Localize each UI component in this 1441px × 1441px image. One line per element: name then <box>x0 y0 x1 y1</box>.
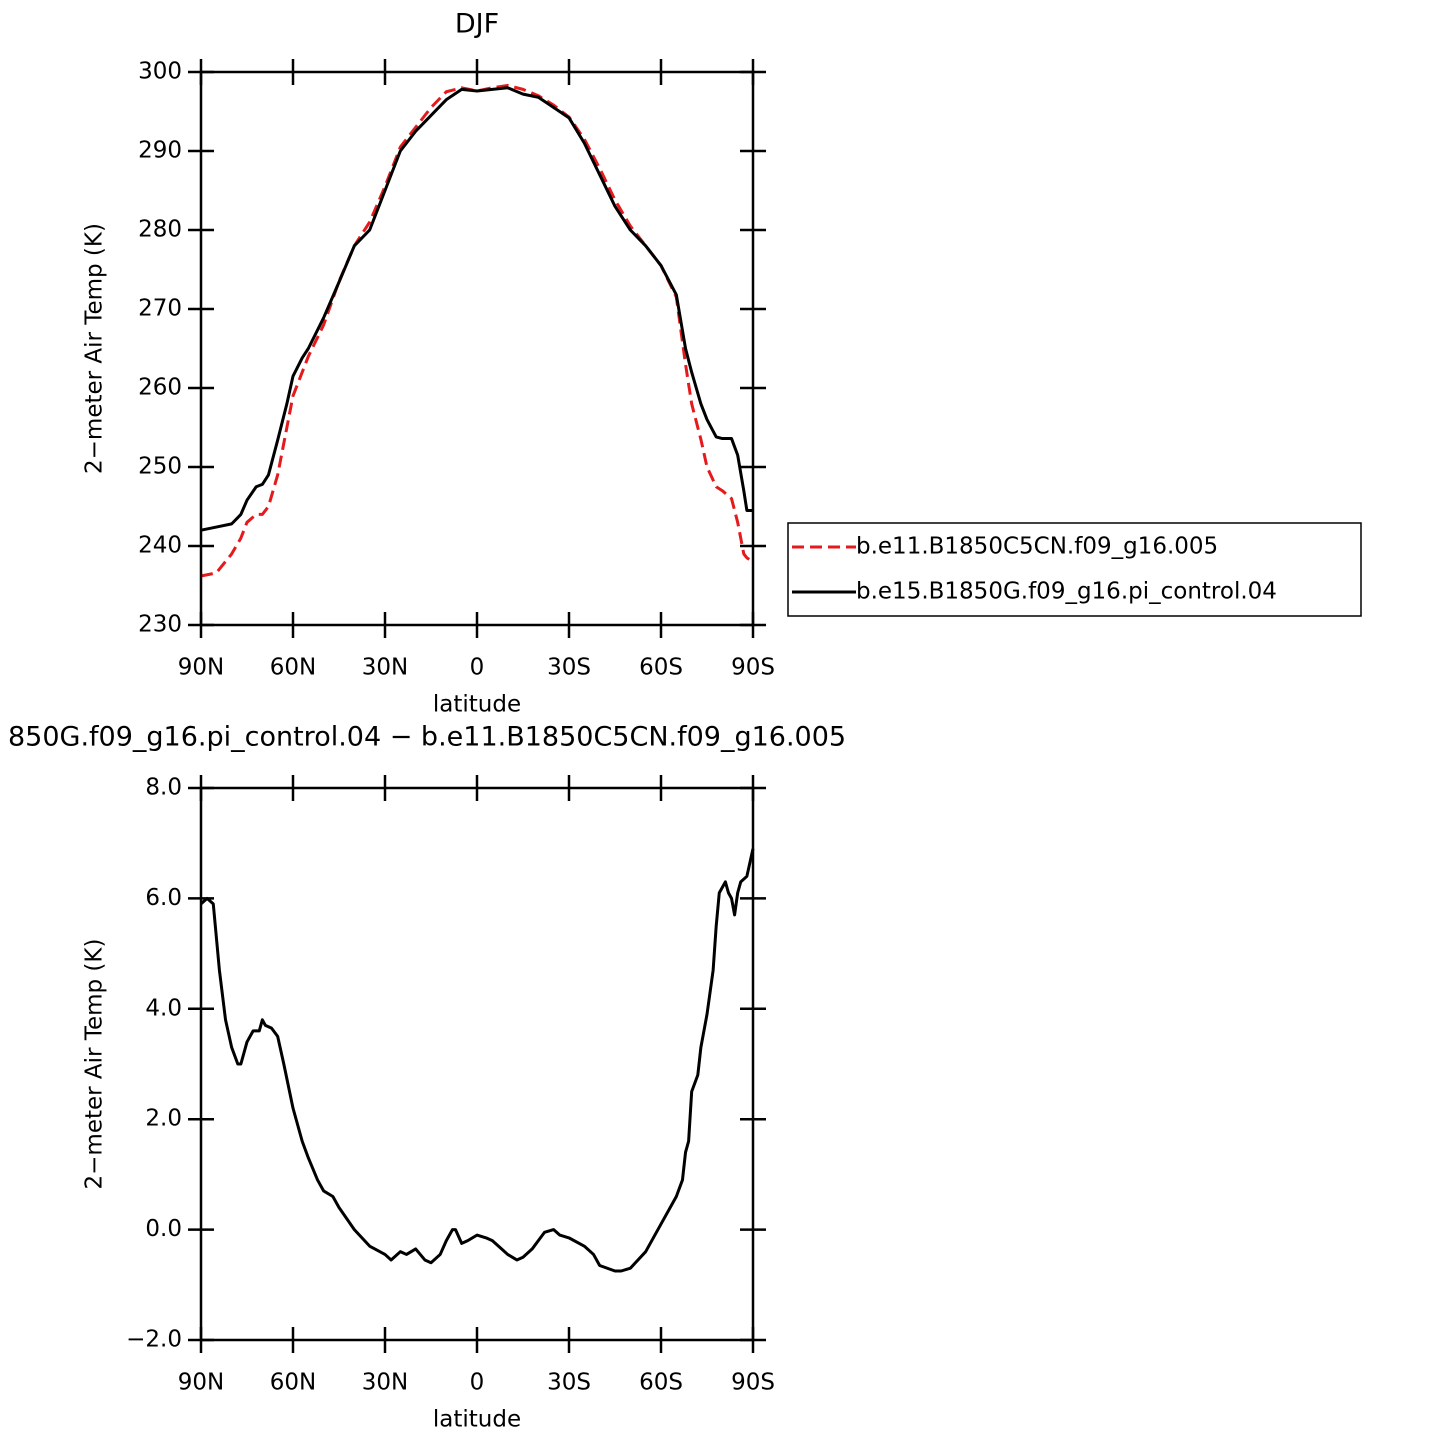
plot-frame <box>199 70 755 627</box>
x-axis-label: latitude <box>433 692 521 718</box>
x-tick-label: 60N <box>270 655 316 681</box>
y-tick-label: 230 <box>138 612 182 638</box>
y-axis-label: 2−meter Air Temp (K) <box>82 223 108 474</box>
data-line <box>200 83 754 578</box>
x-tick-label: 0 <box>470 1370 485 1396</box>
y-tick-label: 300 <box>138 59 182 85</box>
x-tick-label: 60N <box>270 1370 316 1396</box>
y-tick-label: 250 <box>138 454 182 480</box>
y-tick-label: 290 <box>138 138 182 164</box>
x-tick-label: 30N <box>362 655 408 681</box>
y-tick-label: 2.0 <box>145 1106 182 1132</box>
plot-frame <box>199 786 755 1342</box>
legend-box <box>787 522 1362 617</box>
y-tick-label: 6.0 <box>145 885 182 911</box>
legend-label: b.e11.B1850C5CN.f09_g16.005 <box>856 534 1218 560</box>
y-tick-label: 270 <box>138 296 182 322</box>
chart-title: 850G.f09_g16.pi_control.04 − b.e11.B1850… <box>8 722 846 753</box>
x-tick-label: 90S <box>731 655 775 681</box>
y-tick-label: 0.0 <box>145 1216 182 1242</box>
chart-title: DJF <box>455 9 499 40</box>
x-tick-label: 90N <box>178 1370 224 1396</box>
x-tick-label: 90S <box>731 1370 775 1396</box>
y-tick-label: 4.0 <box>145 995 182 1021</box>
legend-label: b.e15.B1850G.f09_g16.pi_control.04 <box>856 579 1277 605</box>
x-tick-label: 0 <box>470 655 485 681</box>
y-tick-label: −2.0 <box>126 1327 182 1353</box>
y-tick-label: 240 <box>138 533 182 559</box>
y-tick-label: 8.0 <box>145 775 182 801</box>
x-tick-label: 30S <box>547 655 591 681</box>
x-tick-label: 60S <box>639 655 683 681</box>
x-tick-label: 30S <box>547 1370 591 1396</box>
y-tick-label: 280 <box>138 217 182 243</box>
data-line <box>200 86 753 532</box>
x-tick-label: 30N <box>362 1370 408 1396</box>
x-tick-label: 90N <box>178 655 224 681</box>
x-tick-label: 60S <box>639 1370 683 1396</box>
y-axis-label: 2−meter Air Temp (K) <box>82 939 108 1190</box>
x-axis-label: latitude <box>433 1407 521 1433</box>
y-tick-label: 260 <box>138 375 182 401</box>
data-line <box>199 848 755 1273</box>
